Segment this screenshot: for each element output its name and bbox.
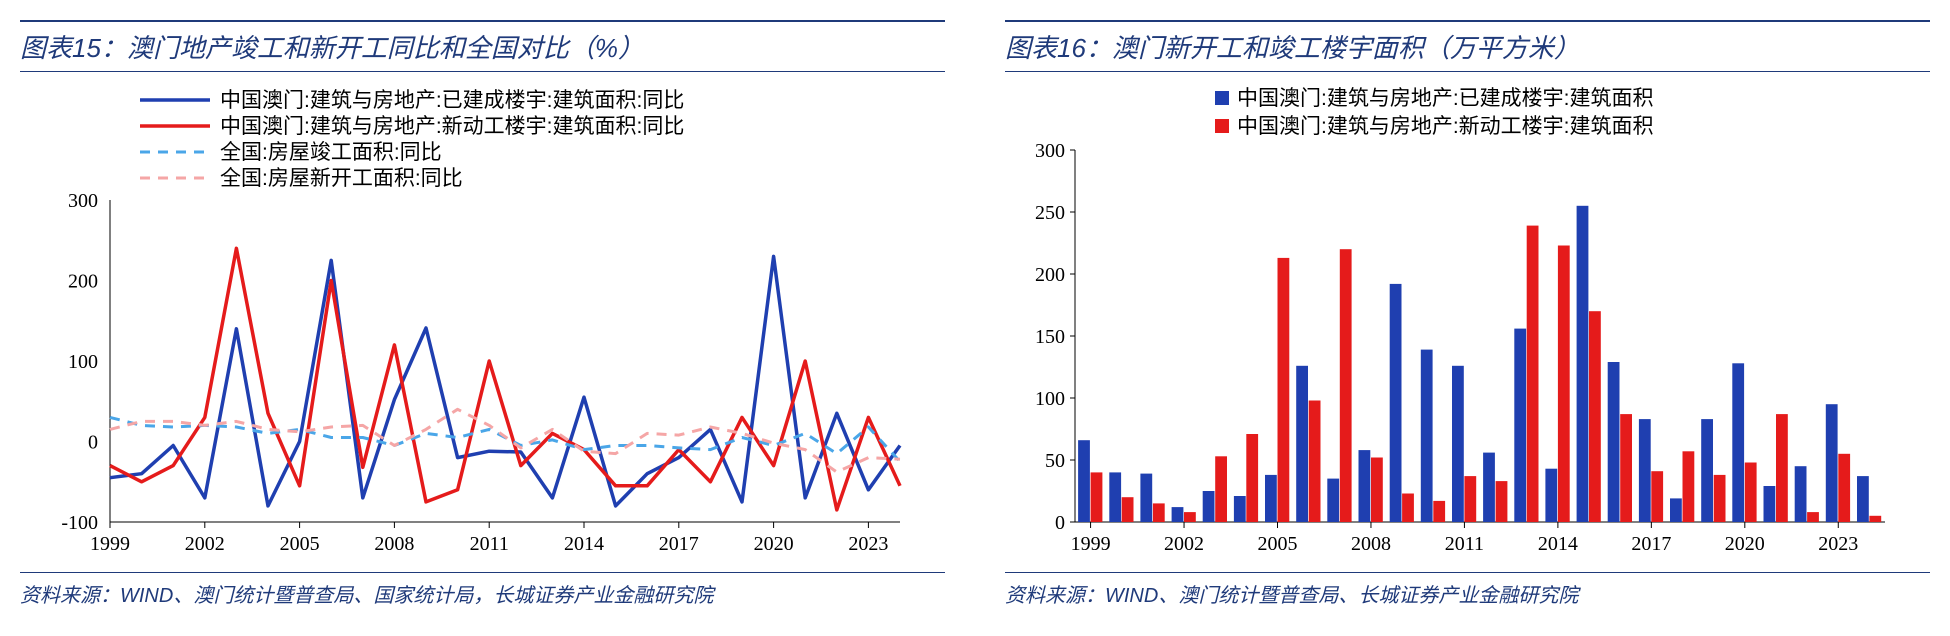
- svg-text:2017: 2017: [659, 533, 699, 555]
- svg-text:250: 250: [1035, 202, 1065, 224]
- panel-16-title: 图表16：澳门新开工和竣工楼宇面积（万平方米）: [1005, 33, 1580, 63]
- svg-text:2005: 2005: [1258, 533, 1298, 555]
- svg-text:2020: 2020: [754, 533, 794, 555]
- svg-text:0: 0: [1055, 512, 1065, 534]
- svg-text:中国澳门:建筑与房地产:已建成楼宇:建筑面积:同比: 中国澳门:建筑与房地产:已建成楼宇:建筑面积:同比: [220, 89, 684, 112]
- svg-text:2002: 2002: [185, 533, 225, 555]
- svg-text:2011: 2011: [470, 533, 509, 555]
- svg-text:1999: 1999: [1071, 533, 1111, 555]
- svg-text:200: 200: [1035, 264, 1065, 286]
- svg-text:中国澳门:建筑与房地产:已建成楼宇:建筑面积: 中国澳门:建筑与房地产:已建成楼宇:建筑面积: [1237, 87, 1654, 110]
- svg-text:全国:房屋竣工面积:同比: 全国:房屋竣工面积:同比: [220, 141, 442, 164]
- svg-text:2014: 2014: [564, 533, 604, 555]
- svg-text:2008: 2008: [374, 533, 414, 555]
- panel-15-source: 资料来源：WIND、澳门统计暨普查局、国家统计局，长城证券产业金融研究院: [20, 572, 945, 608]
- panel-15-title-bar: 图表15：澳门地产竣工和新开工同比和全国对比（%）: [20, 20, 945, 72]
- svg-text:100: 100: [68, 351, 98, 373]
- chart-16: 中国澳门:建筑与房地产:已建成楼宇:建筑面积中国澳门:建筑与房地产:新动工楼宇:…: [1005, 82, 1930, 562]
- chart-15: 中国澳门:建筑与房地产:已建成楼宇:建筑面积:同比中国澳门:建筑与房地产:新动工…: [20, 82, 945, 562]
- panel-chart-15: 图表15：澳门地产竣工和新开工同比和全国对比（%） 中国澳门:建筑与房地产:已建…: [20, 20, 945, 608]
- svg-text:300: 300: [1035, 140, 1065, 162]
- svg-text:2008: 2008: [1351, 533, 1391, 555]
- panel-16-source: 资料来源：WIND、澳门统计暨普查局、长城证券产业金融研究院: [1005, 572, 1930, 608]
- panel-15-title: 图表15：澳门地产竣工和新开工同比和全国对比（%）: [20, 33, 644, 63]
- svg-text:2005: 2005: [280, 533, 320, 555]
- svg-text:50: 50: [1045, 450, 1065, 472]
- panel-16-title-bar: 图表16：澳门新开工和竣工楼宇面积（万平方米）: [1005, 20, 1930, 72]
- svg-text:100: 100: [1035, 388, 1065, 410]
- svg-text:0: 0: [88, 432, 98, 454]
- svg-text:-100: -100: [61, 512, 98, 534]
- svg-text:2002: 2002: [1164, 533, 1204, 555]
- svg-text:中国澳门:建筑与房地产:新动工楼宇:建筑面积:同比: 中国澳门:建筑与房地产:新动工楼宇:建筑面积:同比: [220, 115, 684, 138]
- svg-text:2023: 2023: [848, 533, 888, 555]
- svg-text:150: 150: [1035, 326, 1065, 348]
- svg-text:2020: 2020: [1725, 533, 1765, 555]
- svg-text:2017: 2017: [1631, 533, 1671, 555]
- svg-text:1999: 1999: [90, 533, 130, 555]
- svg-text:2014: 2014: [1538, 533, 1578, 555]
- svg-text:全国:房屋新开工面积:同比: 全国:房屋新开工面积:同比: [220, 167, 463, 190]
- svg-text:300: 300: [68, 190, 98, 212]
- svg-text:200: 200: [68, 271, 98, 293]
- svg-text:2011: 2011: [1445, 533, 1484, 555]
- svg-text:中国澳门:建筑与房地产:新动工楼宇:建筑面积: 中国澳门:建筑与房地产:新动工楼宇:建筑面积: [1237, 115, 1654, 138]
- panel-chart-16: 图表16：澳门新开工和竣工楼宇面积（万平方米） 中国澳门:建筑与房地产:已建成楼…: [1005, 20, 1930, 608]
- svg-text:2023: 2023: [1818, 533, 1858, 555]
